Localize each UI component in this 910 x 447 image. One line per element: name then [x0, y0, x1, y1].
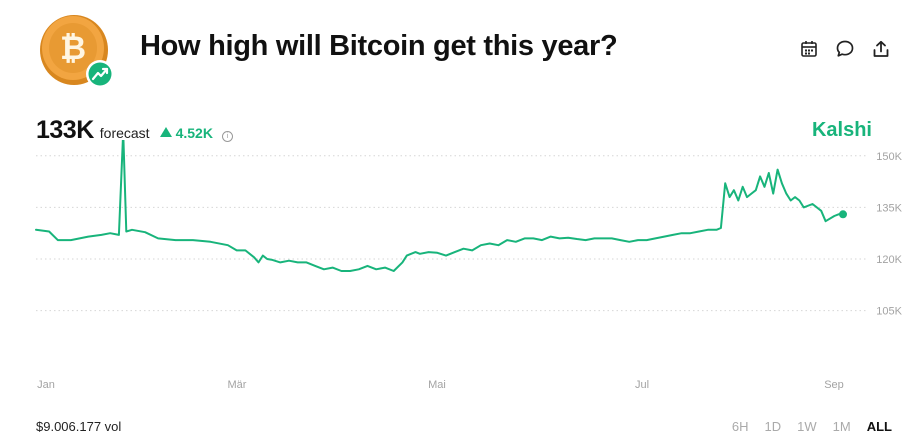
range-1m-button[interactable]: 1M: [832, 419, 851, 434]
range-6h-button[interactable]: 6H: [731, 419, 749, 434]
forecast-value: 133K: [36, 116, 94, 144]
range-1w-button[interactable]: 1W: [797, 419, 817, 434]
triangle-up-icon: [159, 127, 172, 137]
svg-text:₿: ₿: [60, 29, 86, 67]
y-tick-label: 105K: [876, 306, 902, 318]
price-chart: 165K150K135K120K105KJanMärMaiJulSep: [35, 140, 903, 390]
forecast-delta: 4.52K: [159, 125, 213, 141]
comment-icon[interactable]: [834, 38, 856, 60]
series-line: [35, 140, 844, 272]
y-tick-label: 150K: [876, 151, 902, 163]
page-title: How high will Bitcoin get this year?: [140, 30, 618, 62]
forecast-label: forecast: [99, 125, 150, 141]
y-tick-label: 135K: [876, 202, 902, 214]
x-tick-label: Mär: [228, 379, 247, 390]
y-tick-label: 120K: [876, 254, 902, 266]
market-logo: ₿: [36, 12, 116, 90]
volume-text: $9.006.177 vol: [36, 419, 122, 434]
forecast-summary: 133K forecast 4.52K i: [36, 116, 233, 145]
last-point-marker: [839, 210, 847, 219]
forecast-delta-value: 4.52K: [175, 125, 213, 141]
x-tick-label: Mai: [428, 379, 446, 390]
x-tick-label: Jul: [635, 379, 649, 390]
share-icon[interactable]: [870, 38, 892, 60]
info-icon[interactable]: i: [221, 131, 233, 142]
bitcoin-coin-icon: ₿: [40, 15, 108, 85]
x-tick-label: Jan: [37, 379, 55, 390]
brand-logo: Kalshi: [811, 119, 872, 141]
range-all-button[interactable]: ALL: [866, 419, 892, 434]
x-tick-label: Sep: [824, 379, 844, 390]
calendar-icon[interactable]: [798, 38, 820, 60]
trending-up-icon: [86, 60, 114, 88]
time-range-selector: 6H 1D 1W 1M ALL: [716, 419, 892, 434]
header-actions: [798, 38, 892, 60]
range-1d-button[interactable]: 1D: [764, 419, 782, 434]
